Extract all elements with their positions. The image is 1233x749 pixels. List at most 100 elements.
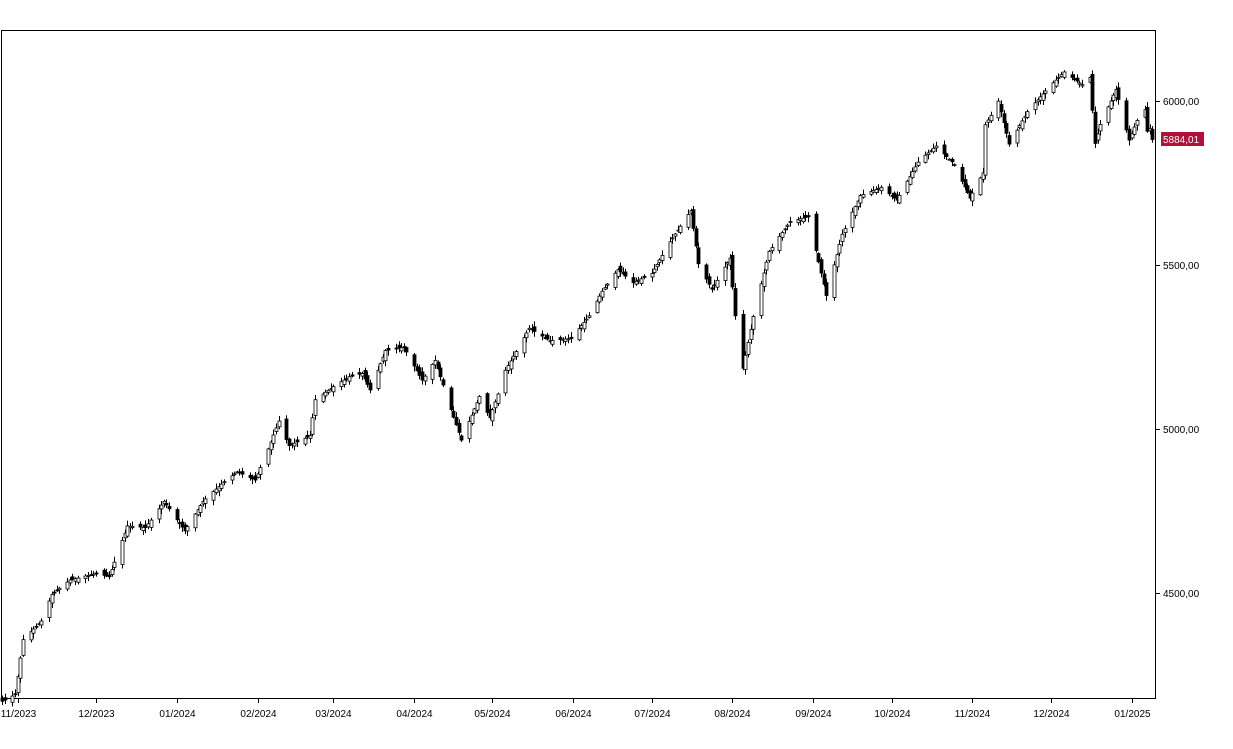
candle-down — [3, 697, 8, 701]
candle-up — [759, 283, 764, 316]
candle-down — [451, 410, 456, 418]
last-value-label: 5884,01 — [1163, 135, 1200, 146]
candle-up — [193, 513, 198, 529]
x-tick-label: 06/2024 — [555, 709, 592, 720]
candle-down — [412, 354, 417, 367]
candle-down — [816, 253, 821, 263]
candle-up — [603, 287, 608, 290]
candle-up — [347, 376, 352, 382]
candle-up — [214, 488, 219, 493]
candle-down — [710, 287, 715, 290]
candle-down — [143, 524, 148, 528]
candle-down — [1075, 77, 1080, 82]
candle-up — [18, 657, 23, 679]
x-tick-label: 12/2023 — [78, 709, 115, 720]
candle-down — [618, 265, 623, 273]
candle-up — [1056, 77, 1061, 79]
candle-up — [650, 273, 655, 278]
candle-down — [806, 215, 811, 218]
candle-up — [157, 508, 162, 520]
candle-up — [989, 114, 994, 122]
candle-up — [509, 360, 514, 370]
candle-up — [203, 498, 208, 504]
candle-down — [457, 422, 462, 433]
candle-up — [871, 190, 876, 193]
candle-up — [91, 573, 96, 576]
x-tick-label: 07/2024 — [634, 709, 671, 720]
candle-down — [441, 379, 446, 386]
candle-up — [1111, 94, 1116, 101]
candle-down — [485, 393, 490, 413]
candle-up — [496, 393, 501, 404]
candle-up — [1109, 100, 1114, 109]
candle-up — [587, 315, 592, 318]
candle-up — [230, 475, 235, 481]
candle-up — [584, 318, 589, 321]
candle-up — [1043, 90, 1048, 94]
candle-up — [764, 261, 769, 271]
candle-up — [858, 195, 863, 204]
y-tick-label: 6000,00 — [1163, 97, 1200, 108]
candle-up — [970, 192, 975, 202]
candle-up — [1017, 125, 1022, 129]
candle-down — [305, 434, 310, 438]
candle-up — [1015, 129, 1020, 144]
candle-up — [1080, 84, 1085, 87]
candle-down — [631, 277, 636, 284]
candle-down — [694, 228, 699, 247]
candle-up — [905, 180, 910, 193]
candle-down — [138, 523, 143, 528]
candle-down — [944, 153, 949, 157]
y-axis: 4500,00 5000,00 5500,00 6000,00 — [1155, 97, 1200, 600]
candle-up — [652, 268, 657, 273]
candle-up — [50, 594, 55, 604]
candle-up — [597, 295, 602, 303]
candle-up — [76, 577, 81, 583]
candle-up — [1054, 79, 1059, 87]
candle-down — [950, 158, 955, 163]
candle-up — [470, 414, 475, 424]
candle-up — [916, 161, 921, 166]
candle-up — [605, 283, 610, 286]
candle-down — [449, 387, 454, 410]
candle-up — [524, 332, 529, 339]
candle-up — [767, 250, 772, 261]
candle-up — [832, 264, 837, 298]
candle-up — [1038, 96, 1043, 101]
candle-down — [70, 576, 75, 580]
candle-up — [579, 325, 584, 329]
candle-down — [1127, 128, 1132, 141]
candle-up — [788, 221, 793, 223]
candle-up — [1041, 93, 1046, 101]
candle-up — [751, 316, 756, 330]
candle-down — [253, 475, 258, 481]
candle-up — [843, 228, 848, 233]
candle-up — [423, 375, 428, 382]
candle-up — [952, 163, 957, 166]
candle-up — [1098, 124, 1103, 132]
candle-up — [657, 259, 662, 263]
x-tick-label: 08/2024 — [714, 709, 751, 720]
candle-down — [704, 264, 709, 280]
candle-up — [897, 194, 902, 204]
candle-up — [31, 628, 36, 634]
candle-down — [284, 418, 289, 440]
candle-up — [198, 505, 203, 513]
candle-down — [960, 166, 965, 182]
candle-up — [1051, 82, 1056, 93]
candle-up — [383, 350, 388, 362]
candle-up — [634, 281, 639, 285]
candle-down — [963, 179, 968, 188]
candle-up — [655, 264, 660, 268]
candle-up — [65, 581, 70, 590]
candle-down — [558, 337, 563, 340]
candle-down — [420, 371, 425, 381]
candle-up — [913, 166, 918, 172]
candle-up — [874, 188, 879, 193]
last-value-badge — [1161, 132, 1204, 146]
candle-up — [219, 483, 224, 489]
candle-down — [52, 591, 57, 594]
candle-up — [908, 175, 913, 185]
candle-down — [545, 334, 550, 340]
